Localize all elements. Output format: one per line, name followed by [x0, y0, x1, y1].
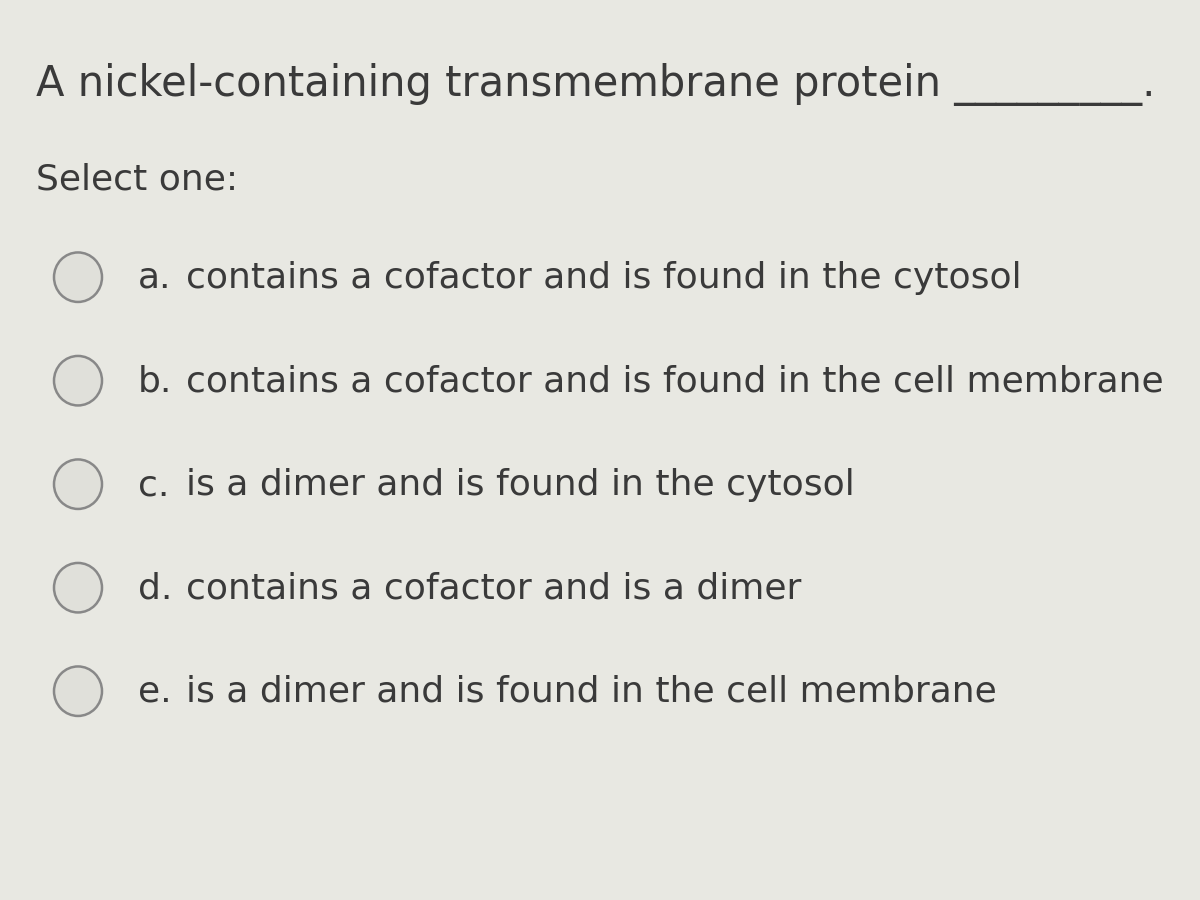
Ellipse shape — [54, 253, 102, 302]
Ellipse shape — [54, 356, 102, 405]
Text: contains a cofactor and is found in the cell membrane: contains a cofactor and is found in the … — [186, 364, 1164, 399]
Text: Select one:: Select one: — [36, 162, 238, 196]
Ellipse shape — [54, 563, 102, 613]
Text: is a dimer and is found in the cytosol: is a dimer and is found in the cytosol — [186, 468, 854, 502]
Text: is a dimer and is found in the cell membrane: is a dimer and is found in the cell memb… — [186, 675, 997, 709]
Text: b.: b. — [138, 364, 173, 399]
Text: contains a cofactor and is found in the cytosol: contains a cofactor and is found in the … — [186, 261, 1021, 295]
Text: contains a cofactor and is a dimer: contains a cofactor and is a dimer — [186, 572, 802, 606]
Text: e.: e. — [138, 675, 172, 709]
Text: c.: c. — [138, 468, 169, 502]
Text: A nickel-containing transmembrane protein _________.: A nickel-containing transmembrane protei… — [36, 63, 1156, 106]
Text: a.: a. — [138, 261, 172, 295]
Text: d.: d. — [138, 572, 173, 606]
Ellipse shape — [54, 460, 102, 509]
Ellipse shape — [54, 666, 102, 716]
